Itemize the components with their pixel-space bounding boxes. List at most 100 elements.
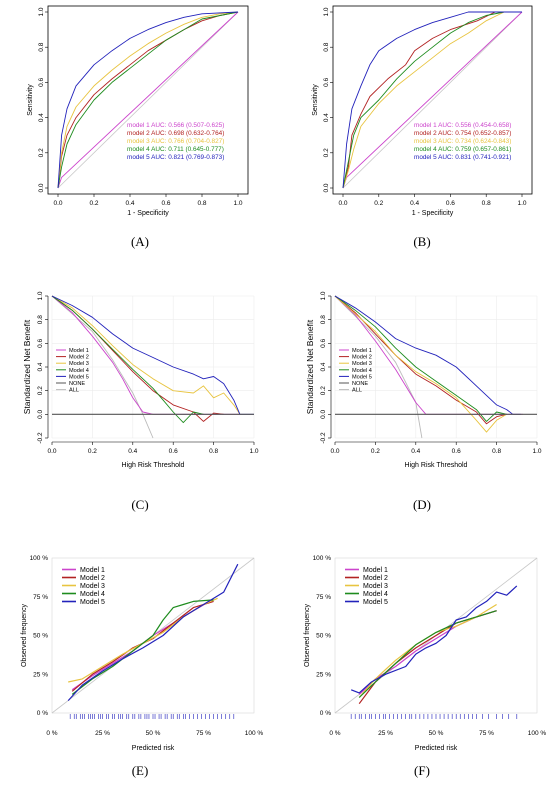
- legend-entry: Model 1: [69, 348, 89, 354]
- y-tick-label: 25 %: [33, 671, 48, 678]
- y-tick-label: 0.0: [38, 183, 45, 192]
- legend-entry: model 5 AUC: 0.831 (0.741-0.921): [414, 154, 511, 161]
- x-tick-label: 0 %: [329, 730, 340, 737]
- series-m1-line: [57, 11, 239, 189]
- legend-entry: model 4 AUC: 0.759 (0.657-0.861): [414, 146, 511, 153]
- x-tick-label: 0.2: [89, 200, 98, 207]
- legend-entry: ALL: [69, 388, 79, 394]
- y-tick-label: 0.2: [320, 386, 327, 395]
- legend-entry: model 3 AUC: 0.766 (0.704-0.827): [127, 138, 224, 145]
- y-tick-label: 0.0: [320, 409, 327, 418]
- legend-entry: NONE: [352, 381, 368, 387]
- y-tick-label: 1.0: [323, 7, 330, 16]
- series-m3-line: [342, 11, 522, 189]
- legend-entry: Model 3: [363, 583, 388, 590]
- legend-entry: Model 1: [363, 567, 388, 574]
- x-tick-label: 0.2: [374, 200, 383, 207]
- y-tick-label: 0 %: [320, 710, 331, 717]
- x-axis-label: Predicted risk: [415, 745, 458, 752]
- series-m5-line: [67, 563, 239, 702]
- legend-entry: Model 2: [80, 575, 105, 582]
- y-tick-label: 0.2: [37, 386, 44, 395]
- x-tick-label: 0.6: [452, 448, 461, 455]
- y-tick-label: 0.4: [320, 362, 327, 371]
- legend-entry: Model 4: [80, 591, 105, 598]
- y-tick-label: 0.0: [37, 409, 44, 418]
- panel-E: (E) 0 % 0 % 25 % 25 % 50 % 50 % 75 % 75 % 100 % 10…: [21, 555, 263, 778]
- y-tick-label: 0.0: [323, 183, 330, 192]
- x-tick-label: 0.8: [197, 200, 206, 207]
- y-tick-label: -0.2: [320, 432, 327, 444]
- y-tick-label: 75 %: [33, 594, 48, 601]
- panel-label: (E): [132, 763, 149, 778]
- legend-entry: model 3 AUC: 0.734 (0.624-0.843): [414, 138, 511, 145]
- series-all-line: [51, 295, 154, 439]
- x-axis-label: 1 - Specificity: [127, 210, 169, 217]
- panel-F: (F) 0 % 0 % 25 % 25 % 50 % 50 % 75 % 75 % 100 % 10…: [304, 555, 546, 778]
- panel-A: (A) 0.0 0.0 0.2 0.2 0.4 0.4 0.6 0.6 0.8 0.8 1.0 1.0 1…: [27, 5, 249, 249]
- legend-entry: Model 5: [352, 374, 372, 380]
- y-tick-label: 0.8: [323, 42, 330, 51]
- x-tick-label: 0.4: [411, 448, 420, 455]
- y-tick-label: 0 %: [37, 710, 48, 717]
- panel-D: (D)0.0 0.2 0.4 0.6 0.8 1.0-0.20.00.20.40.60.8…: [305, 291, 542, 512]
- panel-C: (C)0.0 0.2 0.4 0.6 0.8 1.0-0.20.00.20.40.60.8…: [22, 291, 259, 512]
- panel-label: (A): [131, 234, 149, 249]
- y-tick-label: 1.0: [38, 7, 45, 16]
- legend-entry: model 4 AUC: 0.711 (0.645-0.777): [127, 146, 224, 153]
- x-tick-label: 0.2: [88, 448, 97, 455]
- legend-entry: Model 4: [69, 368, 89, 374]
- y-tick-label: 75 %: [316, 594, 331, 601]
- legend-entry: Model 5: [80, 599, 105, 606]
- series-m5-line: [342, 11, 522, 189]
- x-tick-label: 0.0: [338, 200, 347, 207]
- y-tick-label: 0.6: [323, 78, 330, 87]
- series-m4-line: [57, 11, 239, 189]
- y-tick-label: 0.4: [38, 113, 45, 122]
- series-m4-line: [71, 599, 214, 695]
- x-axis-label: High Risk Threshold: [122, 462, 185, 469]
- legend-entry: Model 4: [363, 591, 388, 598]
- y-axis-label: Sensitivity: [312, 84, 319, 116]
- panel-label: (C): [131, 497, 148, 512]
- series-m5-line: [350, 585, 518, 694]
- legend-entry: model 1 AUC: 0.566 (0.507-0.625): [127, 122, 224, 129]
- legend-entry: Model 2: [69, 355, 89, 361]
- legend-entry: NONE: [69, 381, 85, 387]
- x-tick-label: 0.6: [169, 448, 178, 455]
- y-tick-label: 100 %: [30, 555, 49, 562]
- series-m5-line: [51, 295, 254, 415]
- x-axis-label: 1 - Specificity: [412, 210, 454, 217]
- x-tick-label: 0.8: [492, 448, 501, 455]
- panel-label: (B): [413, 234, 430, 249]
- series-m4-line: [334, 295, 507, 422]
- y-tick-label: 50 %: [33, 633, 48, 640]
- y-tick-label: -0.2: [37, 432, 44, 444]
- x-axis-label: Predicted risk: [132, 745, 175, 752]
- x-tick-label: 1.0: [233, 200, 242, 207]
- x-tick-label: 75 %: [196, 730, 211, 737]
- x-tick-label: 0.6: [161, 200, 170, 207]
- y-tick-label: 0.8: [37, 315, 44, 324]
- legend-entry: model 1 AUC: 0.556 (0.454-0.658): [414, 122, 511, 129]
- x-tick-label: 0.6: [446, 200, 455, 207]
- x-tick-label: 50 %: [429, 730, 444, 737]
- reference-diagonal: [57, 11, 239, 189]
- y-tick-label: 0.4: [37, 362, 44, 371]
- x-tick-label: 0.0: [53, 200, 62, 207]
- x-tick-label: 1.0: [249, 448, 258, 455]
- x-tick-label: 0.8: [209, 448, 218, 455]
- x-tick-label: 0.4: [410, 200, 419, 207]
- x-tick-label: 50 %: [146, 730, 161, 737]
- x-axis-label: High Risk Threshold: [405, 462, 468, 469]
- y-tick-label: 1.0: [37, 291, 44, 300]
- panel-B: (B) 0.0 0.0 0.2 0.2 0.4 0.4 0.6 0.6 0.8 0.8 1.0 1.0 1…: [312, 5, 533, 249]
- plot-frame: [332, 5, 533, 195]
- legend-entry: Model 3: [69, 361, 89, 367]
- legend-entry: Model 3: [352, 361, 372, 367]
- series-m4-line: [342, 11, 522, 189]
- plot-frame: [47, 5, 249, 195]
- y-tick-label: 25 %: [316, 671, 331, 678]
- legend-entry: Model 1: [80, 567, 105, 574]
- legend-entry: model 5 AUC: 0.821 (0.769-0.873): [127, 154, 224, 161]
